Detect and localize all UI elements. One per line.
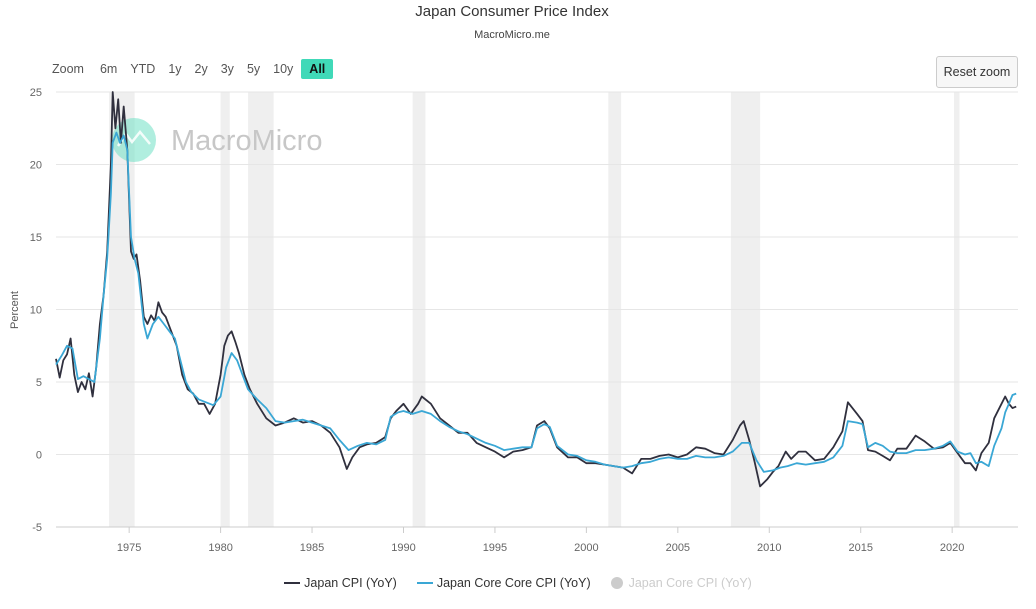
x-tick-label: 2010 [757,542,781,554]
y-tick-label: 0 [36,450,42,462]
y-tick-label: 25 [30,87,42,99]
reset-zoom-button[interactable]: Reset zoom [936,56,1018,88]
legend-swatch-core-cpi [610,577,623,589]
x-tick-label: 1975 [117,542,141,554]
range-selector-label: Zoom [52,62,84,76]
y-axis-label: Percent [9,291,21,329]
x-tick-label: 1980 [208,542,232,554]
chart-title: Japan Consumer Price Index [415,3,609,20]
range-button-3y[interactable]: 3y [220,62,234,76]
x-tick-label: 1985 [300,542,324,554]
range-button-6m[interactable]: 6m [99,62,118,76]
legend-item-core-cpi[interactable]: Japan Core CPI (YoY) [610,576,752,590]
y-axis-ticks: -5 0 5 10 15 20 25 [30,87,42,534]
x-tick-label: 1990 [391,542,415,554]
grid-lines [56,91,1018,528]
y-tick-label: 20 [30,160,42,172]
range-button-all[interactable]: All [301,59,334,79]
series-line-core-core-cpi[interactable] [55,131,1017,473]
y-tick-label: -5 [32,522,42,534]
range-button-10y[interactable]: 10y [273,62,294,76]
series-lines [55,91,1017,488]
legend-swatch-japan-cpi [284,582,301,584]
legend: Japan CPI (YoY) Japan Core Core CPI (YoY… [0,576,1036,590]
range-selector: Zoom 6m YTD 1y 2y 3y 5y 10y All [52,58,336,80]
range-button-2y[interactable]: 2y [194,62,208,76]
x-axis-ticks: 1975 1980 1985 1990 1995 2000 2005 2010 2015 2020 [56,526,1018,554]
range-button-1y[interactable]: 1y [168,62,182,76]
x-tick-label: 2000 [574,542,598,554]
legend-label-core-cpi: Japan Core CPI (YoY) [628,576,752,590]
legend-item-japan-cpi[interactable]: Japan CPI (YoY) [284,576,397,590]
watermark-text: MacroMicro [171,125,322,157]
range-button-ytd[interactable]: YTD [130,62,156,76]
x-tick-label: 2015 [848,542,872,554]
x-tick-label: 1995 [483,542,507,554]
legend-label-japan-cpi: Japan CPI (YoY) [304,576,397,590]
y-tick-label: 15 [30,232,42,244]
chart-subtitle: MacroMicro.me [474,29,550,41]
series-line-japan-cpi[interactable] [55,91,1017,488]
legend-swatch-core-core-cpi [416,582,433,584]
y-tick-label: 5 [36,377,42,389]
range-button-5y[interactable]: 5y [246,62,261,76]
legend-label-core-core-cpi: Japan Core Core CPI (YoY) [436,576,591,590]
watermark: MacroMicro [112,118,322,162]
x-tick-label: 2020 [940,542,964,554]
y-tick-label: 10 [30,305,42,317]
chart-svg[interactable]: MacroMicro -5 0 5 10 15 20 25 1975 1980 1985 1990… [0,0,1036,570]
legend-item-core-core-cpi[interactable]: Japan Core Core CPI (YoY) [416,576,591,590]
x-tick-label: 2005 [666,542,690,554]
